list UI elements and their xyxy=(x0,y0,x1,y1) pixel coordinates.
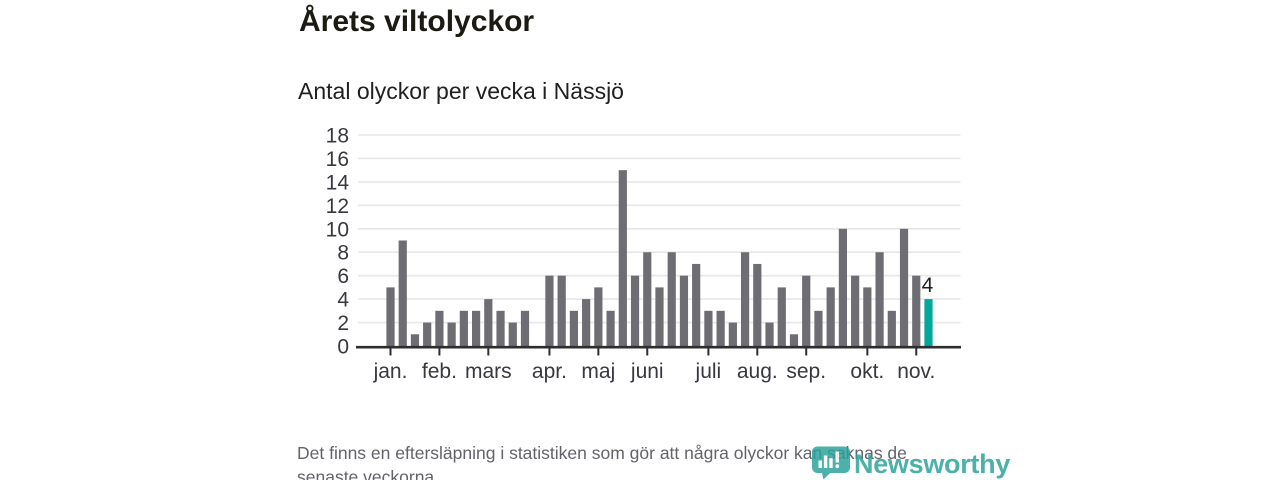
bar-week-26 xyxy=(692,263,701,346)
bar-week-33 xyxy=(777,287,786,346)
y-axis-label-8: 8 xyxy=(337,242,349,265)
bar-week-4 xyxy=(423,322,432,346)
footer-disclaimer-line1: Det finns en eftersläpning i statistiken… xyxy=(297,443,907,463)
x-axis-label-juni: juni xyxy=(630,360,664,383)
x-axis-label-feb.: feb. xyxy=(422,360,457,383)
page-title: Årets viltolyckor xyxy=(299,5,535,38)
bar-week-6 xyxy=(447,322,456,346)
x-axis-label-okt.: okt. xyxy=(850,360,884,383)
footer-disclaimer-line2: senaste veckorna. xyxy=(297,467,440,480)
bar-week-18 xyxy=(594,287,603,346)
logo-bar-2 xyxy=(823,455,828,468)
bar-week-15 xyxy=(557,275,566,346)
x-axis-label-mars: mars xyxy=(465,360,512,383)
bar-week-24 xyxy=(667,252,676,346)
bar-week-28 xyxy=(716,310,725,346)
bar-week-41 xyxy=(875,252,884,346)
bar-week-36 xyxy=(814,310,823,346)
bar-week-9 xyxy=(484,299,493,346)
bar-week-43 xyxy=(899,228,909,346)
bar-week-14 xyxy=(545,275,554,346)
y-axis-label-16: 16 xyxy=(326,148,349,171)
bar-week-35 xyxy=(802,275,811,346)
y-axis-label-10: 10 xyxy=(326,218,349,241)
x-axis-label-maj: maj xyxy=(581,360,615,383)
x-axis-label-juli: juli xyxy=(695,360,722,383)
x-axis-label-sep.: sep. xyxy=(786,360,826,383)
bar-week-5 xyxy=(435,310,444,346)
bar-week-39 xyxy=(851,275,860,346)
highlight-value-label: 4 xyxy=(922,274,934,297)
bar-week-29 xyxy=(728,322,737,346)
y-axis-label-12: 12 xyxy=(326,195,349,218)
bar-week-21 xyxy=(630,275,640,346)
bar-week-2 xyxy=(398,240,407,346)
bar-week-32 xyxy=(765,322,774,346)
bar-week-22 xyxy=(643,252,652,346)
bar-week-17 xyxy=(582,299,591,346)
y-axis-label-2: 2 xyxy=(337,312,349,335)
bar-week-8 xyxy=(471,310,481,346)
x-axis-label-jan.: jan. xyxy=(373,360,408,383)
bar-week-10 xyxy=(496,310,505,346)
bar-week-37 xyxy=(826,287,835,346)
bar-week-44 xyxy=(912,275,921,346)
bar-week-3 xyxy=(410,334,420,346)
bar-week-12 xyxy=(520,310,530,346)
bar-week-20 xyxy=(618,170,627,346)
bar-week-45 xyxy=(924,299,933,346)
y-axis-label-18: 18 xyxy=(326,125,349,148)
bar-week-27 xyxy=(704,310,713,346)
bar-week-1 xyxy=(386,287,395,346)
bar-week-23 xyxy=(655,287,664,346)
logo-exclamation-bar xyxy=(835,451,839,463)
x-axis-label-nov.: nov. xyxy=(897,360,935,383)
bar-week-11 xyxy=(508,322,517,346)
bar-week-31 xyxy=(753,263,762,346)
footer-disclaimer: Det finns en eftersläpning i statistiken… xyxy=(297,441,907,480)
bar-week-16 xyxy=(569,310,578,346)
bar-week-19 xyxy=(606,310,615,346)
y-axis-label-6: 6 xyxy=(337,265,349,288)
bar-week-7 xyxy=(459,310,468,346)
chart-subtitle: Antal olyckor per vecka i Nässjö xyxy=(298,78,624,104)
bar-week-40 xyxy=(863,287,872,346)
bar-week-34 xyxy=(789,334,799,346)
newsworthy-speech-bubble-barchart-icon xyxy=(812,446,850,480)
x-axis-label-apr.: apr. xyxy=(532,360,567,383)
bar-week-42 xyxy=(887,310,896,346)
bar-week-38 xyxy=(838,228,847,346)
y-axis-label-4: 4 xyxy=(337,289,349,312)
y-axis-label-14: 14 xyxy=(326,171,350,194)
x-axis-label-aug.: aug. xyxy=(737,360,778,383)
logo-bar-1 xyxy=(818,460,822,468)
logo-bar-3 xyxy=(829,458,833,468)
newsworthy-logo: Newsworthy xyxy=(811,446,1010,480)
y-axis-label-0: 0 xyxy=(337,336,349,359)
newsworthy-wordmark: Newsworthy xyxy=(854,449,1011,479)
bar-week-25 xyxy=(679,275,689,346)
logo-exclamation-dot xyxy=(835,464,840,469)
bar-week-30 xyxy=(740,252,750,346)
